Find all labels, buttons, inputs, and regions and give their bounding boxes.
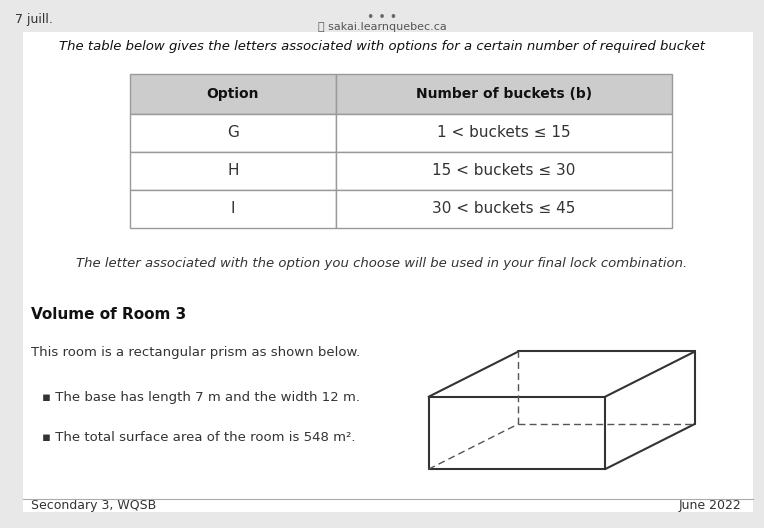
FancyBboxPatch shape <box>23 32 753 512</box>
Text: The letter associated with the option you choose will be used in your final lock: The letter associated with the option yo… <box>76 257 688 270</box>
Text: H: H <box>227 163 238 178</box>
Text: This room is a rectangular prism as shown below.: This room is a rectangular prism as show… <box>31 346 360 360</box>
Text: ▪ The base has length 7 m and the width 12 m.: ▪ The base has length 7 m and the width … <box>42 391 360 404</box>
Bar <box>130 190 336 228</box>
Text: ▪ The total surface area of the room is 548 m².: ▪ The total surface area of the room is … <box>42 431 355 444</box>
Bar <box>130 114 336 152</box>
Text: Volume of Room 3: Volume of Room 3 <box>31 307 186 322</box>
Text: Number of buckets (b): Number of buckets (b) <box>416 87 592 101</box>
Text: 15 < buckets ≤ 30: 15 < buckets ≤ 30 <box>432 163 576 178</box>
Text: 🔒 sakai.learnquebec.ca: 🔒 sakai.learnquebec.ca <box>318 22 446 32</box>
Text: • • •: • • • <box>367 11 397 24</box>
Bar <box>336 74 672 114</box>
Text: Secondary 3, WQSB: Secondary 3, WQSB <box>31 499 156 512</box>
Text: G: G <box>227 125 239 140</box>
Bar <box>130 74 336 114</box>
Text: The table below gives the letters associated with options for a certain number o: The table below gives the letters associ… <box>59 40 705 53</box>
Text: 7 juill.: 7 juill. <box>15 13 53 26</box>
Text: 1 < buckets ≤ 15: 1 < buckets ≤ 15 <box>437 125 571 140</box>
Bar <box>336 190 672 228</box>
Bar <box>130 152 336 190</box>
Bar <box>336 152 672 190</box>
Text: Option: Option <box>207 87 259 101</box>
Bar <box>336 114 672 152</box>
Text: June 2022: June 2022 <box>678 499 741 512</box>
Text: I: I <box>231 201 235 216</box>
Text: 30 < buckets ≤ 45: 30 < buckets ≤ 45 <box>432 201 576 216</box>
